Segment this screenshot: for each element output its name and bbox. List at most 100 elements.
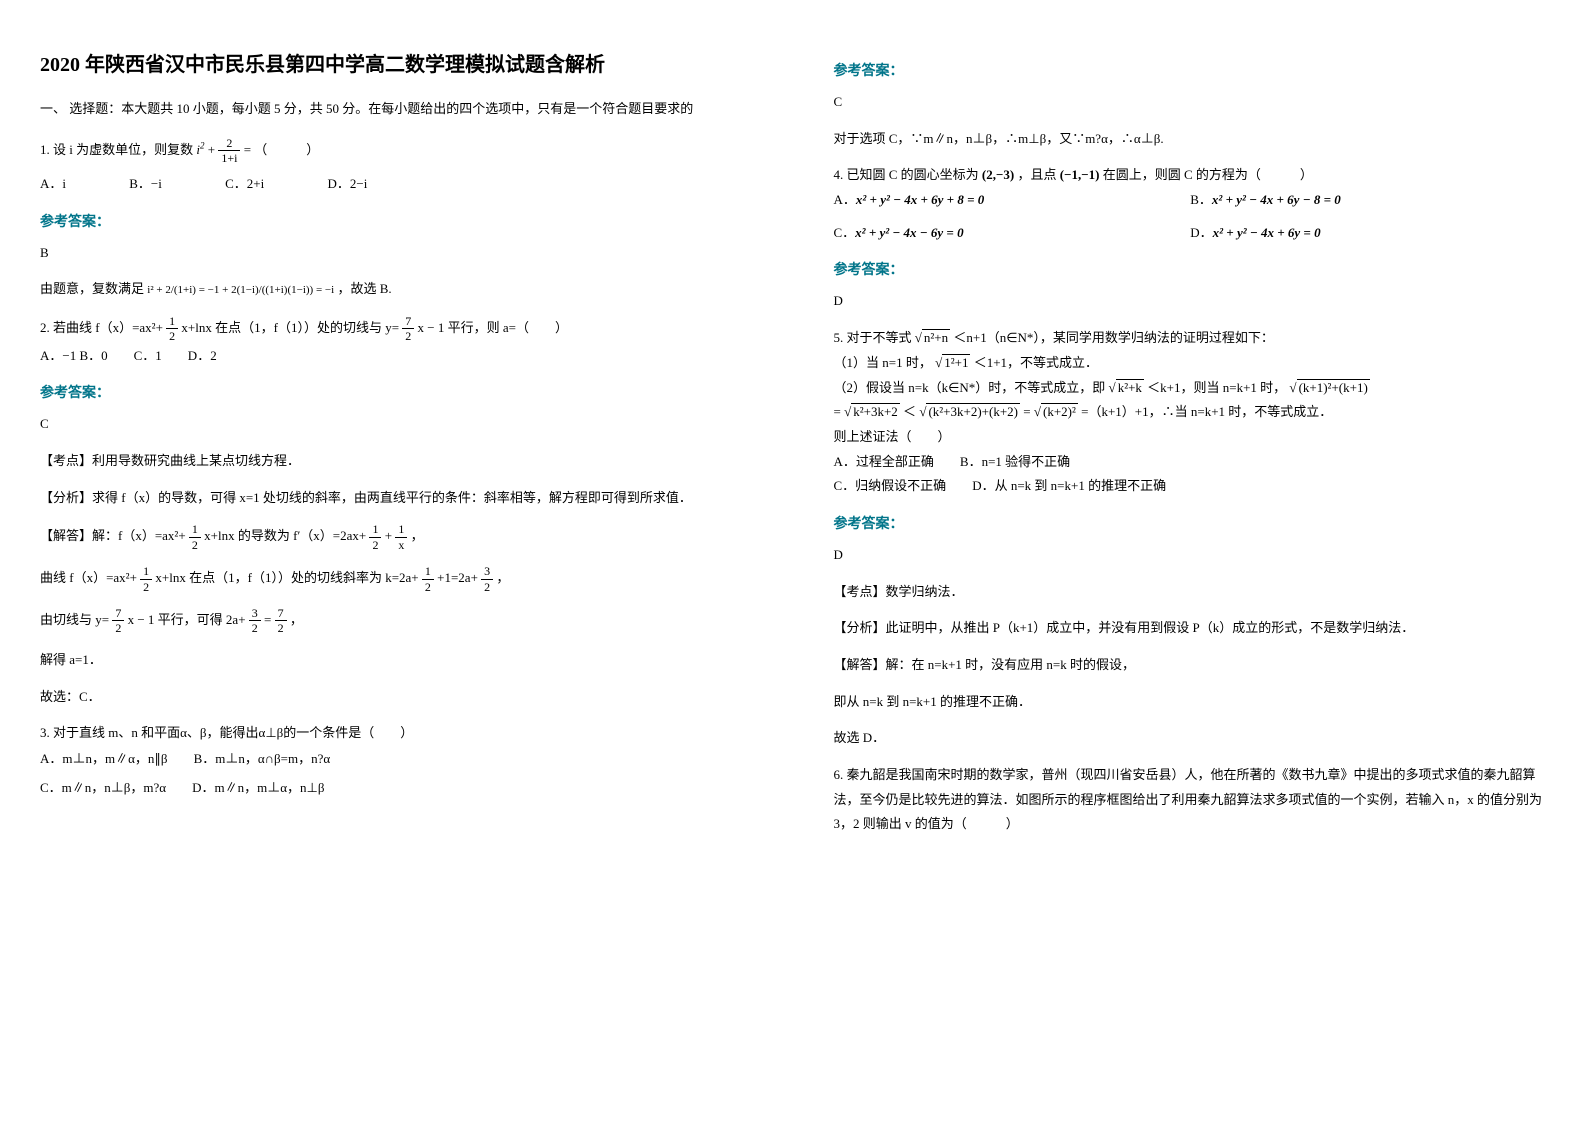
question-5: 5. 对于不等式 √n²+n ＜n+1（n∈N*），某同学用数学归纳法的证明过程… [834, 326, 1548, 499]
q5-s1-sqrt: 1²+1 [942, 354, 970, 370]
q4-coord1: (2,−3) [982, 167, 1014, 182]
q1-explain: 由题意，复数满足 i² + 2/(1+i) = −1 + 2(1−i)/((1+… [40, 277, 754, 302]
q2-l3-f2d: 2 [112, 621, 124, 635]
q5-jieda1: 【解答】解：在 n=k+1 时，没有应用 n=k 时的假设， [834, 653, 1548, 678]
q5-b: B．n=1 验得不正确 [960, 454, 1070, 469]
question-1: 1. 设 i 为虚数单位，则复数 i2 + 2 1+i = （ ） A．i B．… [40, 136, 754, 196]
q2-j-f1d: 2 [189, 538, 201, 552]
q2-l3-f2n: 7 [112, 606, 124, 621]
q1-suffix: （ ） [254, 142, 319, 157]
q2-j-comma: ， [411, 528, 424, 543]
q2-l2-f5d: 2 [481, 580, 493, 594]
q2-l2-pre: 曲线 f（x）=ax²+ [40, 570, 137, 585]
q2-jieda-3: 由切线与 y= 72 x − 1 平行，可得 2a+ 32 = 72 ， [40, 606, 754, 636]
q2-l3-f5d: 2 [249, 621, 261, 635]
section-intro: 一、 选择题：本大题共 10 小题，每小题 5 分，共 50 分。在每小题给出的… [40, 98, 754, 120]
q2-j-f1n: 1 [189, 522, 201, 537]
q3-answer-label: 参考答案： [834, 60, 1548, 80]
q5-s2-pre: （2）假设当 n=k（k∈N*）时，不等式成立，即 [834, 380, 1106, 395]
q4-cl: C． [834, 225, 856, 240]
q4-dl: D． [1190, 225, 1212, 240]
q1-plus: + [208, 142, 219, 157]
q4-answer: D [834, 289, 1548, 314]
q4-al: A． [834, 192, 856, 207]
q1-exp: 2 [200, 141, 205, 151]
q1-frac-num: 2 [218, 136, 240, 151]
q4-pre: 4. 已知圆 C 的圆心坐标为 [834, 167, 979, 182]
q2-l2-f5n: 3 [481, 564, 493, 579]
q5-fenxi: 【分析】此证明中，从推出 P（k+1）成立中，并没有用到假设 P（k）成立的形式… [834, 616, 1548, 641]
q5-s1-pre: （1）当 n=1 时， [834, 355, 932, 370]
q4-d: x² + y² − 4x + 6y = 0 [1213, 225, 1321, 240]
q1-explain-suffix: ，故选 B. [337, 281, 391, 296]
q2-j-mid1: x+lnx 的导数为 f′（x）=2ax+ [204, 528, 366, 543]
q2-l3-f5n: 3 [249, 606, 261, 621]
q1-opt-a: A．i [40, 172, 66, 197]
q5-conclusion: 则上述证法（ ） [834, 425, 1548, 450]
q4-mid: ，且点 [1018, 167, 1057, 182]
q2-j-f3n: 1 [369, 522, 381, 537]
q2-stem-mid: x+lnx 在点（1，f（1））处的切线与 y= [181, 320, 399, 335]
q5-s2-sqrt2: (k+1)²+(k+1) [1297, 379, 1370, 395]
q2-options: A．−1 B．0 C．1 D．2 [40, 344, 754, 369]
q2-j-pre: 【解答】解：f（x）=ax²+ [40, 528, 186, 543]
q5-a: A．过程全部正确 [834, 454, 934, 469]
q2-stem: 2. 若曲线 f（x）=ax²+ [40, 320, 163, 335]
q2-jieda-5: 故选：C． [40, 685, 754, 710]
q2-kaodian: 【考点】利用导数研究曲线上某点切线方程． [40, 449, 754, 474]
q5-kaodian: 【考点】数学归纳法． [834, 580, 1548, 605]
q2-f2n: 7 [402, 314, 414, 329]
q5-s1-suf: ＜1+1，不等式成立． [974, 355, 1098, 370]
q5-mid: ＜n+1（n∈N*），某同学用数学归纳法的证明过程如下： [953, 330, 1274, 345]
q3-c: C．m∥n，n⊥β，m?α [40, 780, 166, 795]
q1-opt-d: D．2−i [328, 172, 368, 197]
q3-b: B．m⊥n，α∩β=m，n?α [194, 751, 331, 766]
question-2: 2. 若曲线 f（x）=ax²+ 12 x+lnx 在点（1，f（1））处的切线… [40, 314, 754, 368]
q4-a: x² + y² − 4x + 6y + 8 = 0 [856, 192, 984, 207]
q2-j-mid2: + [385, 528, 392, 543]
q1-answer: B [40, 241, 754, 266]
q2-l2-f1n: 1 [140, 564, 152, 579]
q2-j-f4d: x [395, 538, 407, 552]
q2-f1d: 2 [166, 329, 178, 343]
q2-f1n: 1 [166, 314, 178, 329]
q3-stem: 3. 对于直线 m、n 和平面α、β，能得出α⊥β的一个条件是（ ） [40, 721, 754, 746]
q2-l3-f2d2: 2 [275, 621, 287, 635]
q1-frac-den: 1+i [218, 151, 240, 165]
q1-opt-b: B．−i [129, 172, 162, 197]
q2-l2-mid2: +1=2a+ [437, 570, 478, 585]
q5-s2-mid: ＜k+1，则当 n=k+1 时， [1147, 380, 1286, 395]
q5-jieda2: 即从 n=k 到 n=k+1 的推理不正确． [834, 690, 1548, 715]
q2-j-f3d: 2 [369, 538, 381, 552]
q1-explain-formula: i² + 2/(1+i) = −1 + 2(1−i)/((1+i)(1−i)) … [147, 284, 334, 296]
q2-l2-f3d: 2 [422, 580, 434, 594]
q5-s3-sqrt3: (k+2)² [1041, 403, 1078, 419]
q1-answer-label: 参考答案： [40, 211, 754, 231]
q5-s2-sqrt1: k²+k [1116, 379, 1144, 395]
question-3: 3. 对于直线 m、n 和平面α、β，能得出α⊥β的一个条件是（ ） A．m⊥n… [40, 721, 754, 801]
q1-stem-prefix: 1. 设 i 为虚数单位，则复数 [40, 142, 196, 157]
q2-l3-pre: 由切线与 y= [40, 612, 109, 627]
q5-s3-eq2: = [1023, 404, 1030, 419]
q2-l3-end: ， [290, 612, 303, 627]
q4-answer-label: 参考答案： [834, 259, 1548, 279]
q2-l2-mid: x+lnx 在点（1，f（1））处的切线斜率为 k=2a+ [155, 570, 418, 585]
q4-coord2: (−1,−1) [1060, 167, 1100, 182]
q2-jieda-1: 【解答】解：f（x）=ax²+ 12 x+lnx 的导数为 f′（x）=2ax+… [40, 522, 754, 552]
q2-l3-eq: = [264, 612, 271, 627]
question-4: 4. 已知圆 C 的圆心坐标为 (2,−3) ，且点 (−1,−1) 在圆上，则… [834, 163, 1548, 245]
q3-a: A．m⊥n，m∥α，n∥β [40, 751, 168, 766]
q2-stem-end: x − 1 平行，则 a=（ ） [418, 320, 568, 335]
q5-s3-sqrt2: (k²+3k+2)+(k+2) [926, 403, 1020, 419]
q2-l2-f3n: 1 [422, 564, 434, 579]
q1-explain-prefix: 由题意，复数满足 [40, 281, 147, 296]
q4-b: x² + y² − 4x + 6y − 8 = 0 [1212, 192, 1341, 207]
q5-jieda3: 故选 D． [834, 726, 1548, 751]
q4-c: x² + y² − 4x − 6y = 0 [855, 225, 963, 240]
page-title: 2020 年陕西省汉中市民乐县第四中学高二数学理模拟试题含解析 [40, 50, 754, 80]
q4-suf: 在圆上，则圆 C 的方程为（ ） [1103, 167, 1313, 182]
q6-stem: 6. 秦九韶是我国南宋时期的数学家，普州（现四川省安岳县）人，他在所著的《数书九… [834, 763, 1548, 837]
q5-c: C．归纳假设不正确 [834, 478, 947, 493]
q5-d: D．从 n=k 到 n=k+1 的推理不正确 [972, 478, 1166, 493]
q5-s3-eq: = [834, 404, 841, 419]
